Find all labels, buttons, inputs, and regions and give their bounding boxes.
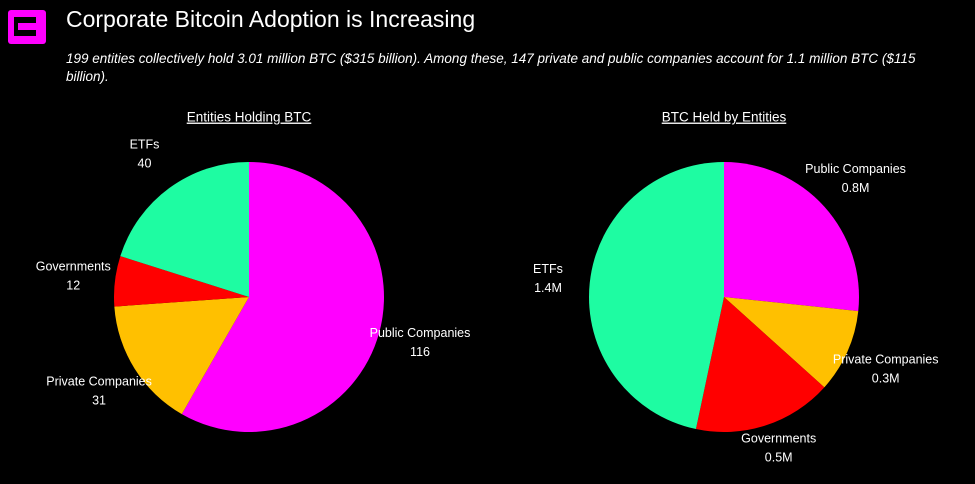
- title: Corporate Bitcoin Adoption is Increasing: [66, 6, 476, 32]
- slice-value: 116: [410, 345, 430, 359]
- pie-slice: [120, 162, 249, 297]
- chart-title: BTC Held by Entities: [662, 110, 787, 125]
- slice-value: 0.8M: [842, 181, 870, 195]
- pie-slice: [724, 297, 859, 388]
- slice-value: 31: [92, 393, 106, 407]
- slice-label: ETFs: [130, 137, 160, 151]
- pie-slice: [181, 162, 385, 432]
- pie-slice: [695, 297, 825, 433]
- slice-label: Public Companies: [370, 326, 471, 340]
- slice-value: 0.5M: [765, 450, 793, 464]
- pie-slice: [588, 162, 724, 430]
- pie-slice: [114, 297, 249, 415]
- slice-label: Private Companies: [833, 352, 939, 366]
- slice-value: 12: [66, 278, 80, 292]
- logo: [8, 10, 46, 44]
- pie-slice: [114, 256, 249, 307]
- slice-value: 1.4M: [534, 281, 562, 295]
- slice-value: 40: [138, 156, 152, 170]
- slice-label: Governments: [741, 431, 816, 445]
- slice-label: Governments: [36, 259, 111, 273]
- slice-label: Public Companies: [805, 162, 906, 176]
- chart-title: Entities Holding BTC: [187, 110, 312, 125]
- subtitle: 199 entities collectively hold 3.01 mill…: [66, 51, 916, 84]
- slice-label: ETFs: [533, 262, 563, 276]
- pie-slice: [724, 162, 859, 312]
- slice-value: 0.3M: [872, 371, 900, 385]
- slice-label: Private Companies: [46, 374, 152, 388]
